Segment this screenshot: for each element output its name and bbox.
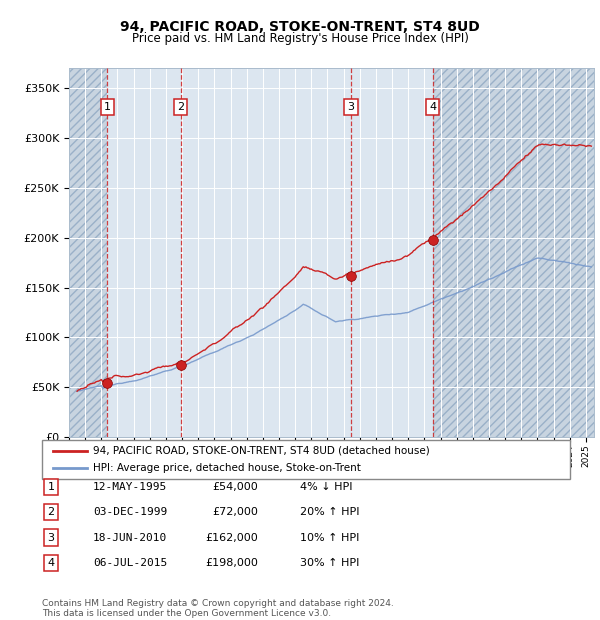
Text: 2: 2 — [47, 507, 55, 517]
Text: 4: 4 — [429, 102, 436, 112]
Text: 12-MAY-1995: 12-MAY-1995 — [93, 482, 167, 492]
Text: 2: 2 — [177, 102, 184, 112]
Text: 3: 3 — [347, 102, 355, 112]
Text: £162,000: £162,000 — [205, 533, 258, 542]
Bar — [433, 68, 594, 437]
Text: 4% ↓ HPI: 4% ↓ HPI — [300, 482, 353, 492]
Text: 4: 4 — [47, 558, 55, 568]
Bar — [69, 68, 107, 437]
Bar — [69, 68, 107, 437]
Text: 18-JUN-2010: 18-JUN-2010 — [93, 533, 167, 542]
Text: 06-JUL-2015: 06-JUL-2015 — [93, 558, 167, 568]
Text: 1: 1 — [104, 102, 110, 112]
Text: 94, PACIFIC ROAD, STOKE-ON-TRENT, ST4 8UD: 94, PACIFIC ROAD, STOKE-ON-TRENT, ST4 8U… — [120, 20, 480, 34]
Text: 30% ↑ HPI: 30% ↑ HPI — [300, 558, 359, 568]
Bar — [433, 68, 594, 437]
Text: Price paid vs. HM Land Registry's House Price Index (HPI): Price paid vs. HM Land Registry's House … — [131, 32, 469, 45]
Text: 10% ↑ HPI: 10% ↑ HPI — [300, 533, 359, 542]
Text: £72,000: £72,000 — [212, 507, 258, 517]
Text: £54,000: £54,000 — [212, 482, 258, 492]
Text: HPI: Average price, detached house, Stoke-on-Trent: HPI: Average price, detached house, Stok… — [93, 463, 361, 473]
Text: 1: 1 — [47, 482, 55, 492]
Text: 3: 3 — [47, 533, 55, 542]
Text: £198,000: £198,000 — [205, 558, 258, 568]
Text: 03-DEC-1999: 03-DEC-1999 — [93, 507, 167, 517]
Text: Contains HM Land Registry data © Crown copyright and database right 2024.
This d: Contains HM Land Registry data © Crown c… — [42, 599, 394, 618]
Text: 20% ↑ HPI: 20% ↑ HPI — [300, 507, 359, 517]
Text: 94, PACIFIC ROAD, STOKE-ON-TRENT, ST4 8UD (detached house): 94, PACIFIC ROAD, STOKE-ON-TRENT, ST4 8U… — [93, 446, 430, 456]
